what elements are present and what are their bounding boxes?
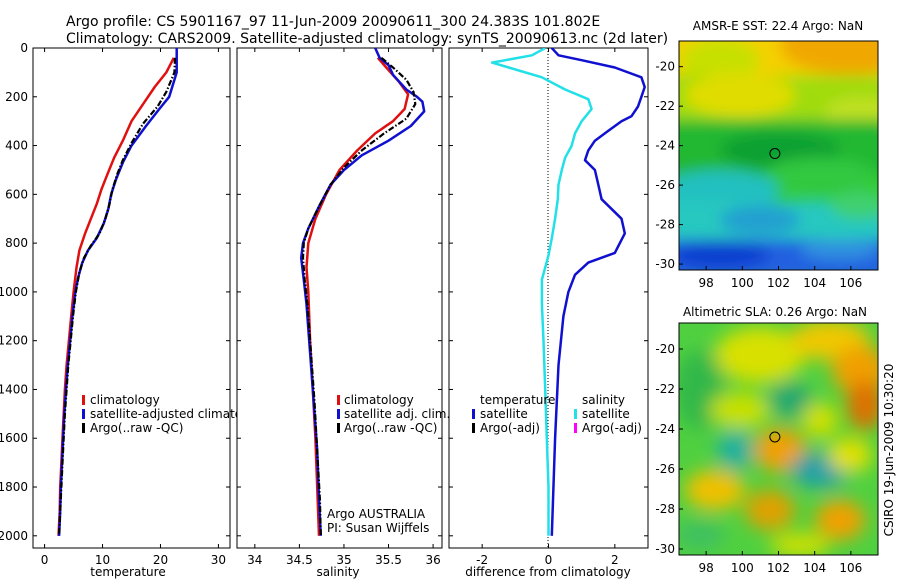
x-tick-label: 2 [611,553,619,567]
x-tick-label: 36 [425,553,440,567]
series-line-salinity-satellite [490,48,593,536]
legend-label-argo: Argo(..raw -QC) [344,421,437,435]
temperature-legend: climatology satellite-adjusted climatolo… [82,393,268,435]
map-y-tick-label: -28 [655,218,675,232]
x-tick-label: 10 [95,553,110,567]
header-line-2: Climatology: CARS2009. Satellite-adjuste… [66,31,668,47]
series-line-argo [58,57,177,536]
legend-swatch-climatology [337,395,340,405]
legend-swatch-sal-satellite [574,409,577,419]
legend-label-satellite: satellite adj. clim. [344,407,450,421]
x-tick-label: 35.5 [375,553,402,567]
x-tick-label: 34.5 [286,553,313,567]
map-y-tick-label: -24 [655,422,675,436]
sla-map-panel: Altimetric SLA: 0.26 Argo: NaN [655,305,896,575]
map-y-tick-label: -30 [655,257,675,271]
x-tick-label: 0 [545,553,553,567]
legend-label-argo: Argo(..raw -QC) [90,421,183,435]
salinity-axes [236,47,443,549]
salinity-panel: 34 34.5 35 35.5 36 salinity climatology sate… [236,47,450,579]
y-tick-label: 400 [5,139,28,153]
legend-label-climatology: climatology [90,393,160,407]
map-y-tick-label: -26 [655,462,675,476]
y-tick-label: 1600 [0,431,28,445]
argo-program-note: Argo AUSTRALIA [327,507,426,521]
difference-panel: -2 0 2 difference from climatology tempera… [448,47,649,579]
x-tick-label: 30 [211,553,226,567]
series-line-temperature-satellite [550,48,646,536]
legend-label-temp-argo: Argo(-adj) [480,421,540,435]
y-tick-label: 1400 [0,382,28,396]
sla-map-title: Altimetric SLA: 0.26 Argo: NaN [683,305,867,319]
temperature-xlabel: temperature [90,565,165,579]
map-x-tick-label: 106 [839,561,862,575]
map-y-tick-label: -26 [655,178,675,192]
argo-pi-note: PI: Susan Wijffels [327,521,429,535]
legend-label-sal-satellite: satellite [582,407,630,421]
y-tick-label: 800 [5,236,28,250]
legend-swatch-argo [337,423,340,433]
salinity-xlabel: salinity [316,565,359,579]
legend-swatch-satellite [82,409,85,419]
y-tick-label: 1800 [0,480,28,494]
argo-location-marker [769,148,781,160]
temperature-panel: 0 10 20 30 0 200 400 600 800 1000 1200 1400 1600 1800… [0,41,268,579]
map-x-tick-label: 98 [698,561,713,575]
legend-title-salinity: salinity [582,393,625,407]
legend-label-temp-satellite: satellite [480,407,528,421]
map-x-tick-label: 104 [803,561,826,575]
difference-xlabel: difference from climatology [465,565,631,579]
map-y-tick-label: -22 [655,382,675,396]
map-x-tick-label: 106 [839,276,862,290]
y-tick-label: 2000 [0,529,28,543]
legend-swatch-satellite [337,409,340,419]
legend-title-temperature: temperature [480,393,555,407]
map-y-tick-label: -20 [655,342,675,356]
argo-location-marker [769,431,781,443]
map-y-tick-label: -24 [655,139,675,153]
map-y-tick-label: -22 [655,99,675,113]
map-x-tick-label: 100 [731,276,754,290]
sst-map-panel: AMSR-E SST: 22.4 Argo: NaN [655,19,879,290]
x-tick-label: 34 [247,553,262,567]
legend-swatch-temp-satellite [472,409,475,419]
sst-map-title: AMSR-E SST: 22.4 Argo: NaN [693,19,863,33]
y-tick-label: 0 [20,41,28,55]
x-tick-label: 0 [41,553,49,567]
x-tick-label: 20 [153,553,168,567]
map-y-tick-label: -20 [655,60,675,74]
x-tick-label: -2 [476,553,488,567]
map-x-tick-label: 102 [767,561,790,575]
map-x-tick-label: 104 [803,276,826,290]
legend-swatch-argo [82,423,85,433]
x-tick-label: 35 [336,553,351,567]
legend-label-climatology: climatology [344,393,414,407]
map-x-tick-label: 98 [698,276,713,290]
y-tick-label: 600 [5,187,28,201]
y-tick-label: 1200 [0,334,28,348]
legend-label-sal-argo: Argo(-adj) [582,421,642,435]
map-y-tick-label: -30 [655,542,675,556]
salinity-legend: climatology satellite adj. clim. Argo(..… [337,393,450,435]
sla-map-image [679,323,878,555]
legend-swatch-temp-argo [472,423,475,433]
series-line-argo [301,56,417,536]
sst-map-image [679,41,878,270]
timestamp-side-label: CSIRO 19-Jun-2009 10:30:20 [882,364,896,537]
difference-legend: temperature satellite Argo(-adj) salinit… [472,393,642,435]
temperature-axes [32,47,231,549]
legend-swatch-sal-argo [574,423,577,433]
map-y-tick-label: -28 [655,502,675,516]
y-tick-label: 200 [5,90,28,104]
y-tick-label: 1000 [0,285,28,299]
legend-swatch-climatology [82,395,85,405]
map-x-tick-label: 100 [731,561,754,575]
header-line-1: Argo profile: CS 5901167_97 11-Jun-2009 … [66,14,600,30]
legend-label-satellite: satellite-adjusted climatology [90,407,268,421]
map-x-tick-label: 102 [767,276,790,290]
